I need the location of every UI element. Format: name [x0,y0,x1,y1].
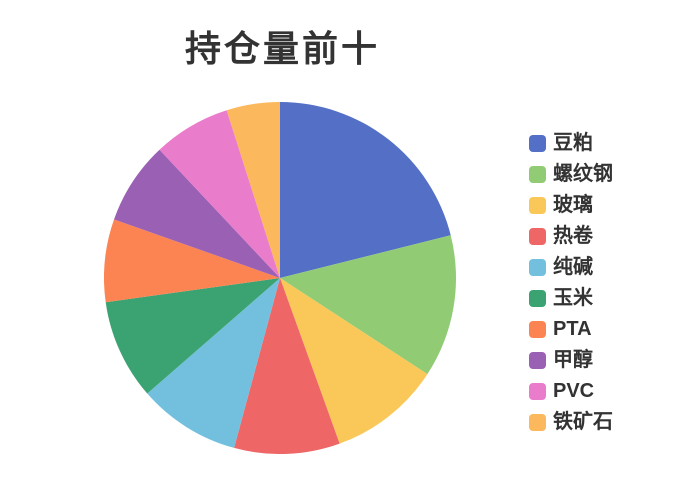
legend-swatch-icon [529,383,546,400]
legend-swatch-icon [529,228,546,245]
pie-slice-4[interactable] [147,278,280,448]
legend-swatch-icon [529,290,546,307]
legend-item-7[interactable]: 甲醇 [529,350,613,371]
pie-chart [104,102,456,454]
chart-title: 持仓量前十 [184,28,380,69]
legend: 豆粕 螺纹钢 玻璃 热卷 纯碱 玉米 PTA 甲醇 [529,133,613,443]
legend-label: 玻璃 [553,194,593,216]
legend-label: PTA [553,318,592,340]
pie-slice-6[interactable] [104,219,280,303]
legend-swatch-icon [529,197,546,214]
legend-label: 铁矿石 [553,411,613,433]
legend-swatch-icon [529,135,546,152]
legend-swatch-icon [529,259,546,276]
legend-label: 甲醇 [553,349,593,371]
legend-item-8[interactable]: PVC [529,381,613,402]
pie-slice-1[interactable] [280,235,456,375]
legend-label: 玉米 [553,287,593,309]
legend-item-2[interactable]: 玻璃 [529,195,613,216]
pie-svg [104,102,456,454]
legend-label: 热卷 [553,225,593,247]
legend-label: 豆粕 [553,132,593,154]
legend-item-1[interactable]: 螺纹钢 [529,164,613,185]
legend-swatch-icon [529,166,546,183]
legend-swatch-icon [529,352,546,369]
pie-slice-9[interactable] [226,102,280,278]
pie-slice-5[interactable] [105,278,281,394]
legend-swatch-icon [529,414,546,431]
legend-item-5[interactable]: 玉米 [529,288,613,309]
pie-slice-8[interactable] [159,110,280,278]
legend-item-4[interactable]: 纯碱 [529,257,613,278]
legend-swatch-icon [529,321,546,338]
legend-item-0[interactable]: 豆粕 [529,133,613,154]
legend-label: 纯碱 [553,256,593,278]
legend-item-9[interactable]: 铁矿石 [529,412,613,433]
pie-slice-3[interactable] [234,278,340,454]
legend-label: 螺纹钢 [553,163,613,185]
pie-slice-7[interactable] [114,149,280,278]
legend-item-3[interactable]: 热卷 [529,226,613,247]
pie-slice-2[interactable] [280,278,428,444]
legend-label: PVC [553,380,595,402]
legend-item-6[interactable]: PTA [529,319,613,340]
pie-slice-0[interactable] [280,102,451,278]
